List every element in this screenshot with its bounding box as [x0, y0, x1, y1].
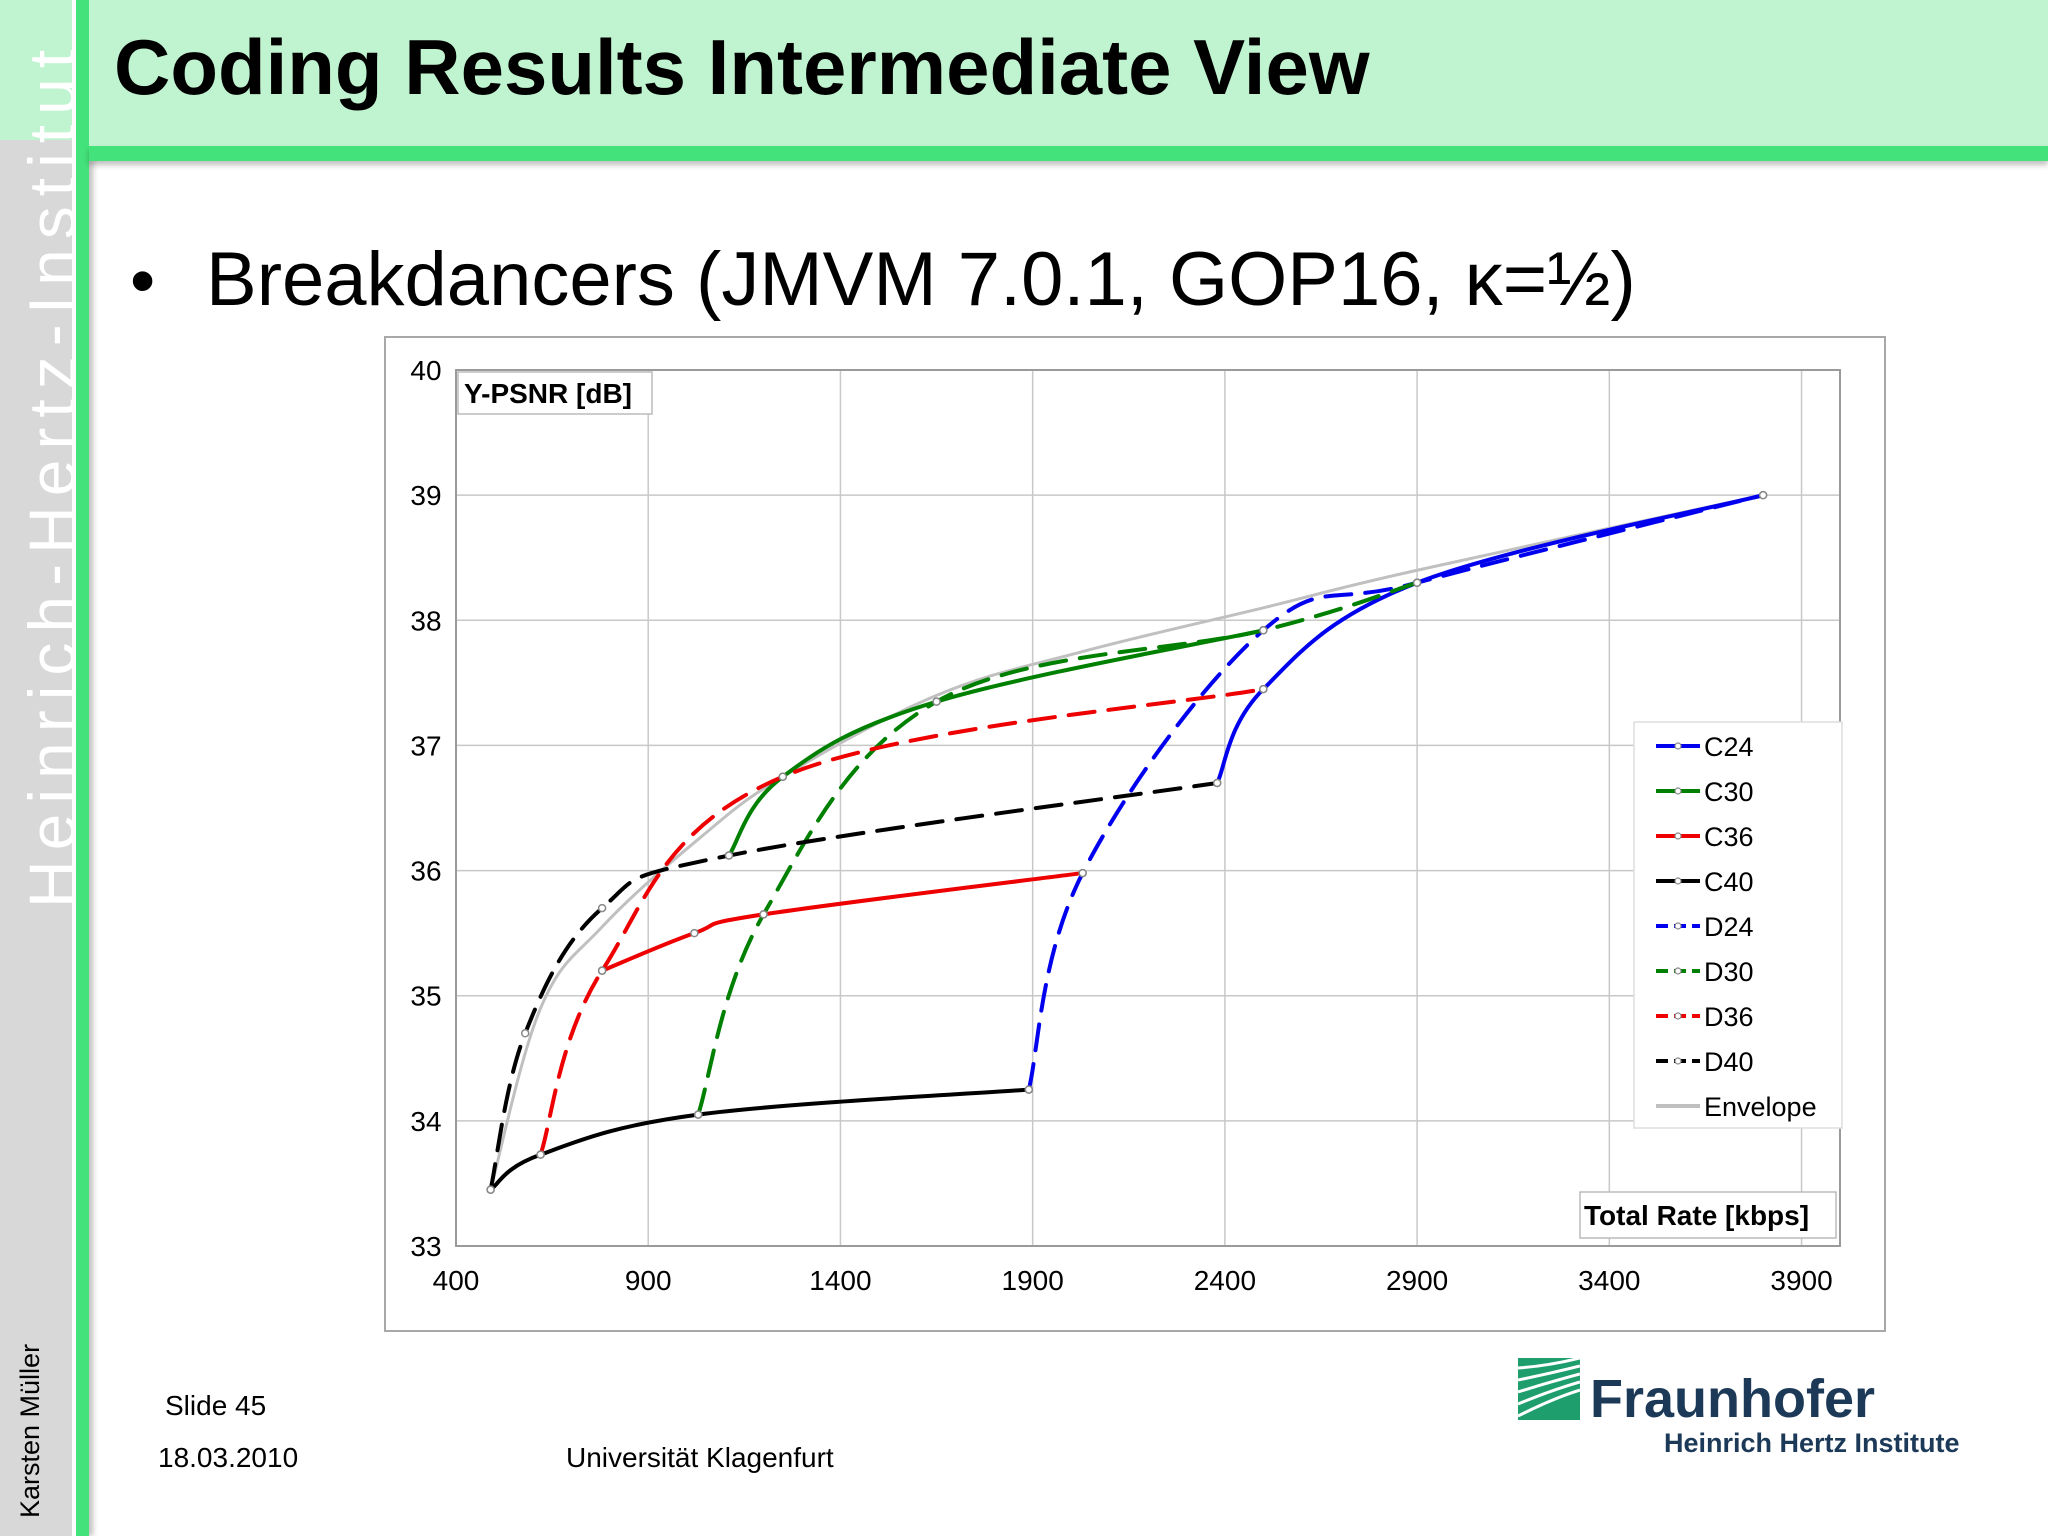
series-d30-point [932, 697, 941, 706]
series-d40-point [486, 1185, 495, 1194]
sidebar-institute-text: Heinrich-Hertz-Institut [15, 39, 89, 908]
x-tick-label: 2400 [1194, 1265, 1256, 1296]
y-tick-label: 39 [410, 480, 441, 511]
series-d24-point [1024, 1085, 1034, 1094]
series-envelope-line [489, 493, 1765, 1192]
x-tick-label: 1400 [809, 1265, 871, 1296]
rd-chart: 400 900 1400 1900 2400 2900 3400 3900 33 34 35 36 37… [384, 336, 1886, 1332]
y-axis-label: Y-PSNR [dB] [464, 378, 632, 409]
series-c24-line [1215, 493, 1766, 785]
legend-label-c40: C40 [1704, 867, 1754, 897]
series-c30-line [726, 628, 1266, 858]
legend-marker-d24 [1674, 922, 1682, 930]
x-tick-label: 1900 [1002, 1265, 1064, 1296]
y-tick-label: 40 [410, 355, 441, 386]
legend-marker-c30 [1674, 787, 1682, 795]
y-tick-label: 36 [410, 856, 441, 887]
ylabel-box: Y-PSNR [dB] [457, 371, 653, 415]
series-d30-point [759, 910, 768, 919]
legend-label-c30: C30 [1704, 777, 1754, 807]
chart-ticks: 400 900 1400 1900 2400 2900 3400 3900 33 34 35 36 37… [410, 355, 1832, 1296]
sidebar-author-text: Karsten Müller [15, 1343, 45, 1518]
legend: C24 C30 C36 C40 D24 D30 D36 D40 Envelope [1633, 721, 1843, 1129]
series-d30-point [1259, 626, 1268, 635]
series-d36-point [597, 966, 607, 975]
legend-marker-d30 [1674, 967, 1682, 975]
logo-subtitle: Heinrich Hertz Institute [1664, 1428, 1960, 1458]
fraunhofer-logo-icon [1518, 1358, 1580, 1420]
sidebar-corner [0, 0, 72, 140]
x-tick-label: 3400 [1578, 1265, 1640, 1296]
series-d36-point [1259, 684, 1268, 694]
series-d40-point [724, 851, 734, 860]
sidebar-accent-line [76, 0, 89, 1536]
series-c36-line [600, 871, 1085, 973]
title-band [89, 0, 2048, 146]
series-d36-point [778, 772, 788, 781]
legend-label-c24: C24 [1704, 732, 1754, 762]
bullet-text: Breakdancers (JMVM 7.0.1, GOP16, κ=½) [206, 237, 1636, 322]
legend-label-envelope: Envelope [1704, 1092, 1817, 1122]
series-d30-point [693, 1110, 703, 1119]
y-tick-label: 34 [410, 1106, 441, 1137]
slide-date: 18.03.2010 [158, 1442, 299, 1473]
legend-label-d40: D40 [1704, 1047, 1754, 1077]
series-d40-line [488, 780, 1220, 1192]
legend-label-d24: D24 [1704, 912, 1754, 942]
chart-series [486, 490, 1768, 1194]
legend-label-c36: C36 [1704, 822, 1754, 852]
series-d36-point [536, 1150, 545, 1159]
y-tick-label: 33 [410, 1231, 441, 1262]
series-d30-point [1412, 578, 1422, 587]
series-d40-point [597, 903, 607, 913]
legend-marker-c24 [1674, 742, 1682, 750]
slide-number: Slide 45 [165, 1390, 267, 1421]
legend-marker-d40 [1674, 1057, 1682, 1065]
y-tick-label: 37 [410, 730, 441, 761]
legend-marker-c40 [1674, 877, 1682, 885]
title-accent-line [89, 146, 2048, 161]
series-c36-point [690, 928, 699, 938]
x-tick-label: 2900 [1386, 1265, 1448, 1296]
x-tick-label: 3900 [1770, 1265, 1832, 1296]
slide-title: Coding Results Intermediate View [114, 23, 1370, 111]
legend-marker-d36 [1674, 1012, 1682, 1020]
legend-label-d36: D36 [1704, 1002, 1754, 1032]
series-d40-point [520, 1029, 530, 1038]
series-d24-point [1758, 490, 1768, 500]
left-sidebar [0, 0, 72, 1536]
legend-marker-c36 [1674, 832, 1682, 840]
x-axis-label: Total Rate [kbps] [1584, 1200, 1809, 1231]
university-name: Universität Klagenfurt [566, 1442, 834, 1473]
x-tick-label: 400 [433, 1265, 480, 1296]
series-c40-line [488, 1087, 1031, 1192]
y-tick-label: 38 [410, 605, 441, 636]
xlabel-box: Total Rate [kbps] [1579, 1191, 1837, 1239]
x-tick-label: 900 [625, 1265, 672, 1296]
series-d24-point [1078, 868, 1087, 878]
bullet-symbol: • [130, 241, 156, 321]
legend-label-d30: D30 [1704, 957, 1754, 987]
series-d40-point [1212, 778, 1222, 788]
y-tick-label: 35 [410, 981, 441, 1012]
logo-name: Fraunhofer [1590, 1369, 1876, 1429]
series-d36-line [538, 687, 1266, 1157]
